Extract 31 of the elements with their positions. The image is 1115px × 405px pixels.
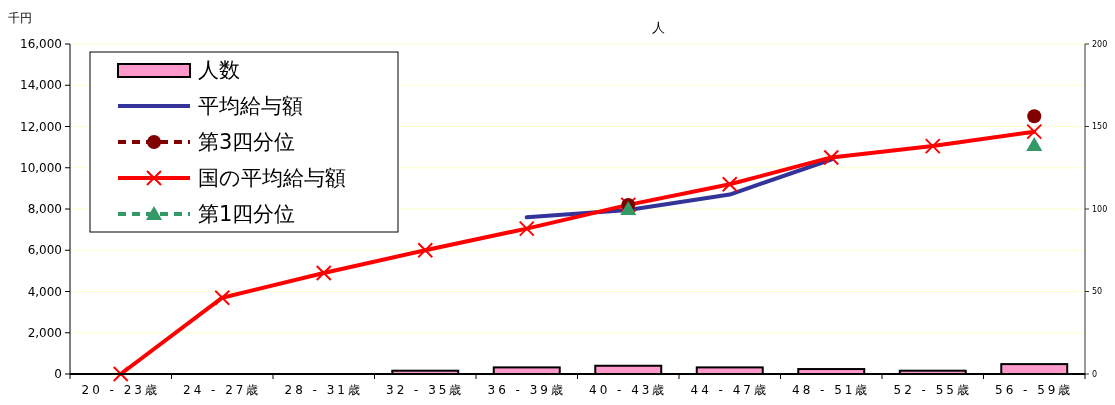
x-tick-label: 36 - 39歳 xyxy=(487,383,566,397)
y2-tick-label: 0 xyxy=(1092,369,1098,379)
y2-tick-label: 50 xyxy=(1092,287,1103,297)
y-tick-label: 6,000 xyxy=(27,243,62,258)
legend-label: 第1四分位 xyxy=(198,202,296,227)
y2-tick-label: 200 xyxy=(1092,39,1108,49)
legend-label: 国の平均給与額 xyxy=(198,166,346,191)
y-axis-title: 千円 xyxy=(8,11,32,25)
x-tick-label: 20 - 23歳 xyxy=(81,383,160,397)
y-tick-label: 14,000 xyxy=(20,78,62,93)
y-tick-label: 10,000 xyxy=(20,160,62,175)
y-tick-label: 12,000 xyxy=(20,119,62,134)
x-tick-label: 52 - 55歳 xyxy=(893,383,972,397)
y2-tick-label: 100 xyxy=(1092,204,1108,214)
x-tick-label: 44 - 47歳 xyxy=(690,383,769,397)
x-tick-label: 32 - 35歳 xyxy=(386,383,465,397)
y-tick-label: 8,000 xyxy=(27,202,62,217)
y-tick-label: 0 xyxy=(54,367,62,382)
y2-axis-title: 人 xyxy=(651,20,665,35)
x-tick-label: 24 - 27歳 xyxy=(183,383,262,397)
x-tick-label: 40 - 43歳 xyxy=(589,383,668,397)
y-tick-label: 2,000 xyxy=(27,325,62,340)
x-tick-label: 48 - 51歳 xyxy=(792,383,871,397)
legend-label: 人数 xyxy=(198,58,240,83)
legend-label: 平均給与額 xyxy=(198,94,303,119)
legend-label: 第3四分位 xyxy=(198,130,296,155)
x-tick-label: 28 - 31歳 xyxy=(284,383,363,397)
y-tick-label: 4,000 xyxy=(27,284,62,299)
y-tick-label: 16,000 xyxy=(20,37,62,52)
y2-tick-label: 150 xyxy=(1092,122,1108,132)
x-tick-label: 56 - 59歳 xyxy=(995,383,1074,397)
